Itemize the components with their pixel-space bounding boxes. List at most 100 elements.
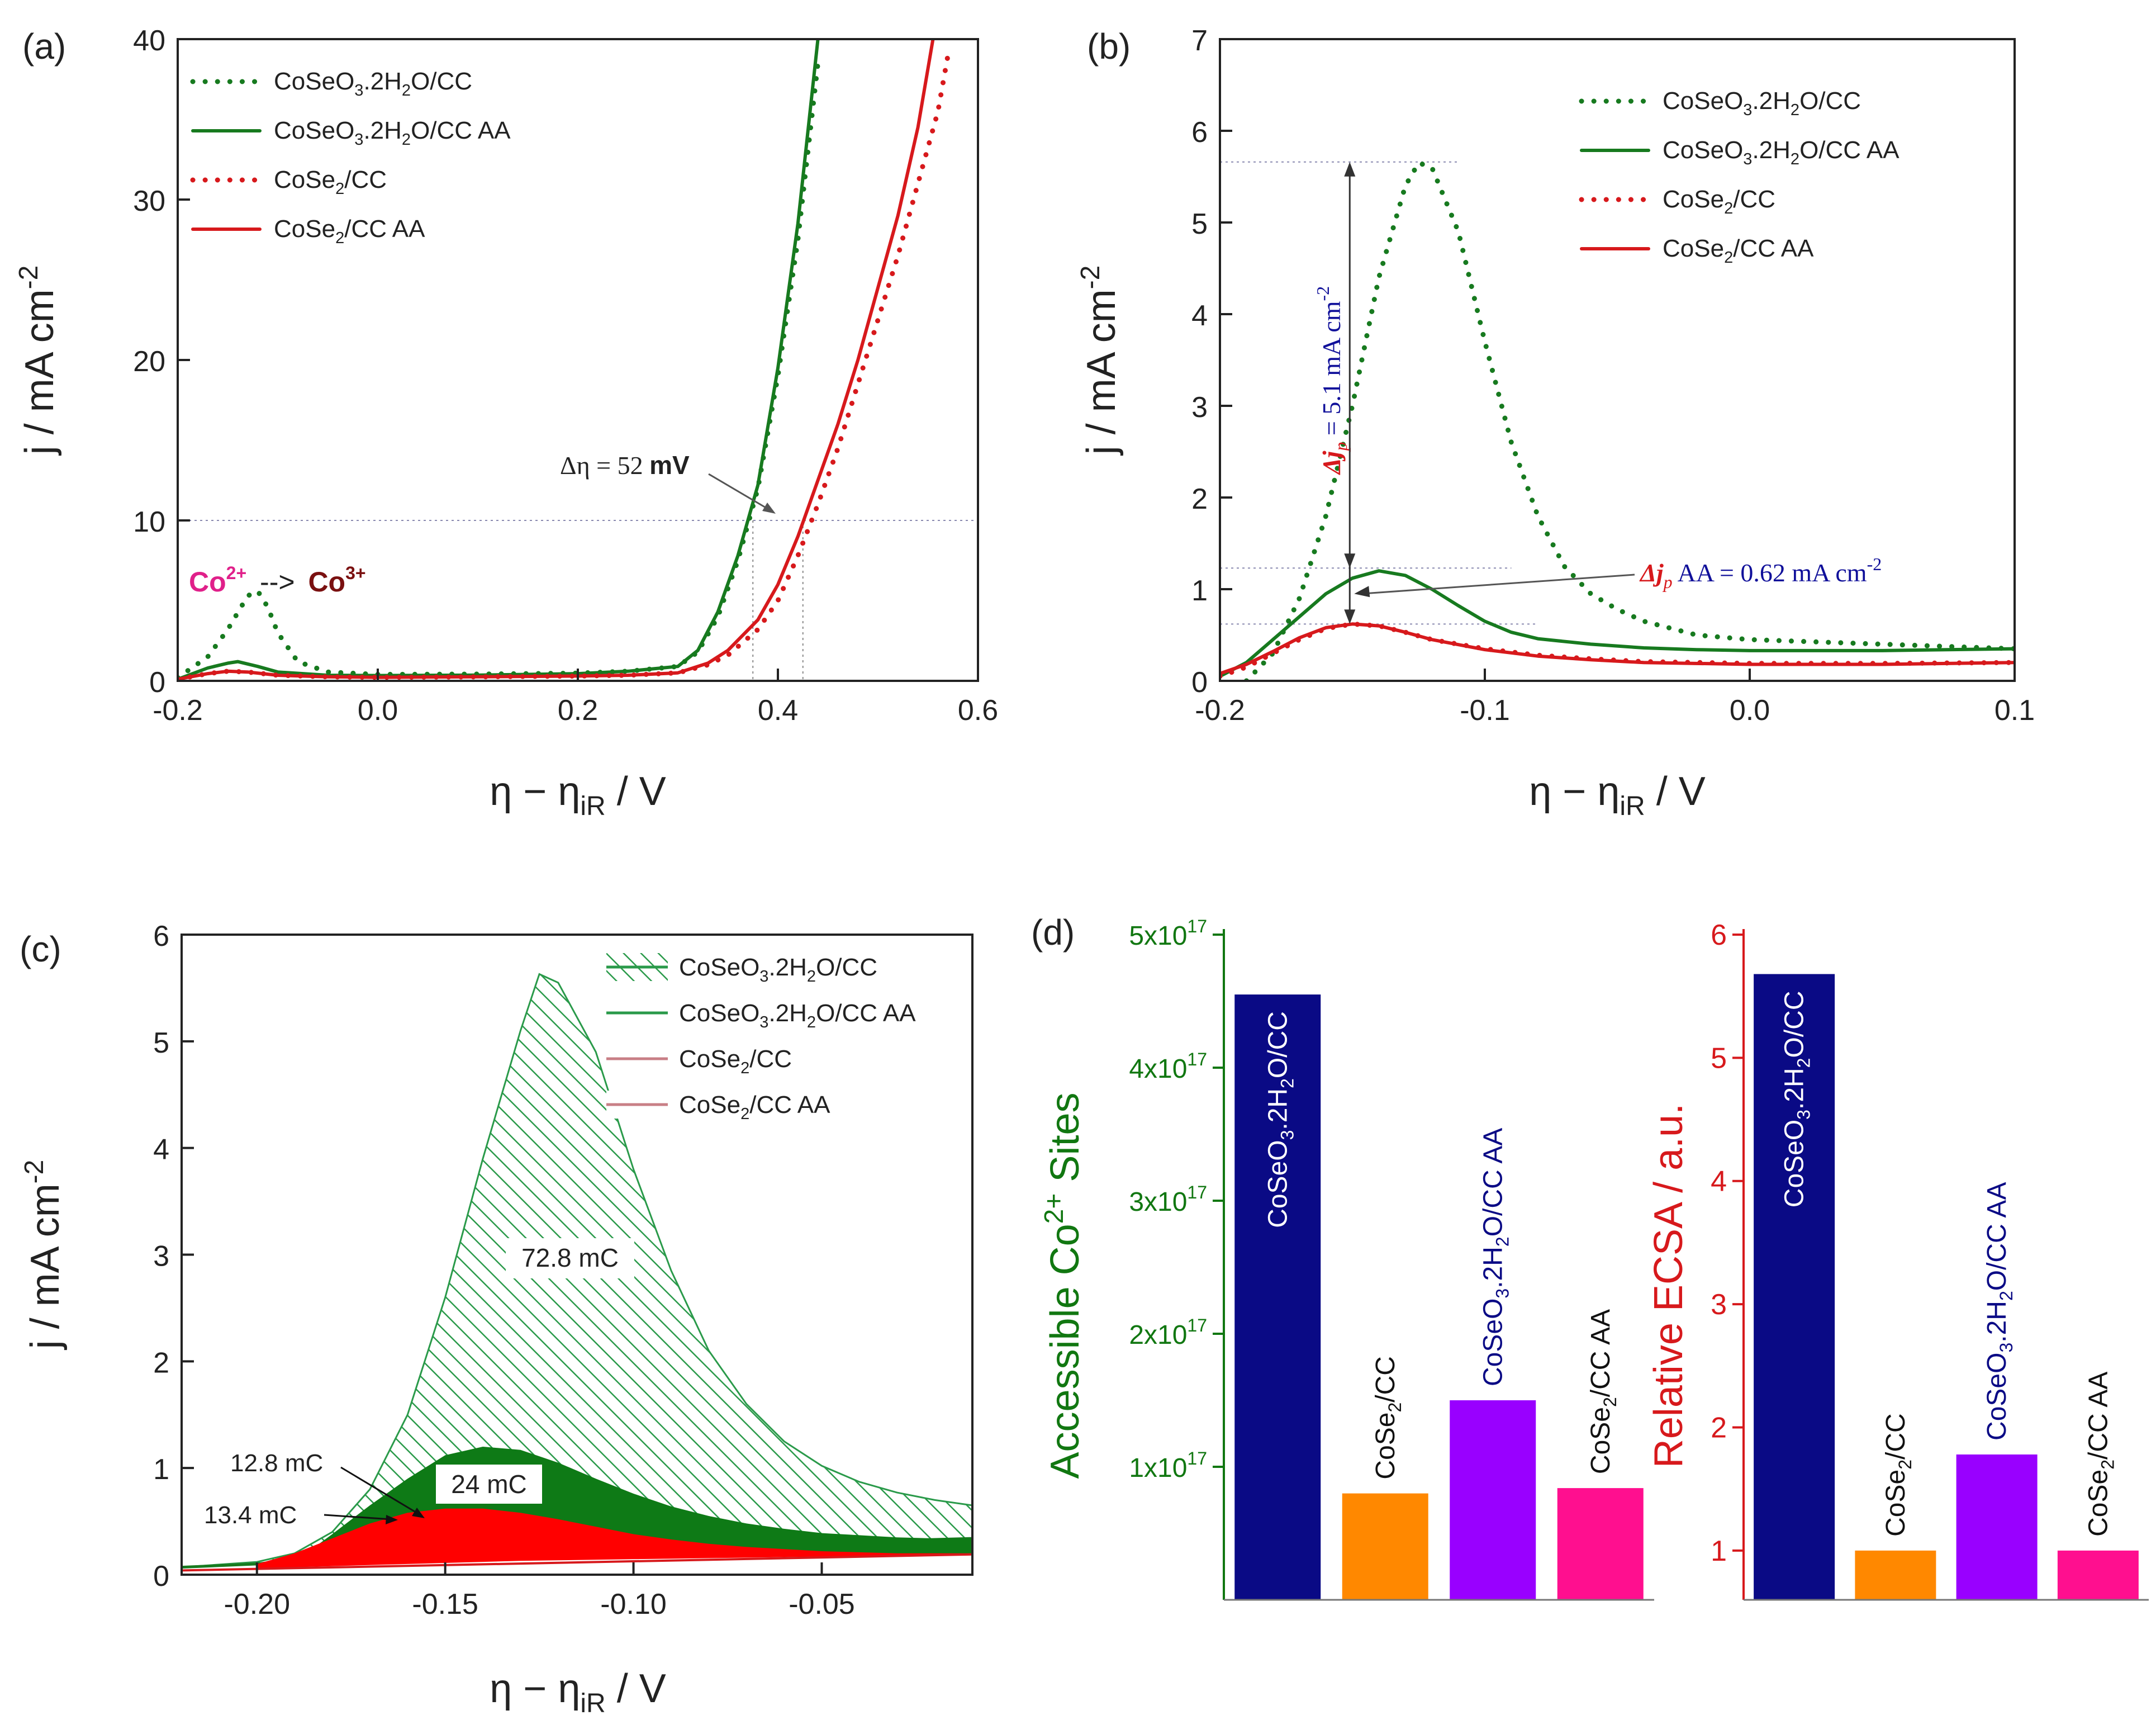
panel-d-right-bar-label-part: CoSeO bbox=[1982, 1353, 2012, 1441]
panel-b-legend-label-part: .2H bbox=[1752, 136, 1790, 164]
panel-d-left-bar bbox=[1557, 1488, 1644, 1600]
panel-d-left-bar-label: CoSe2/CC AA bbox=[1586, 1309, 1620, 1474]
charge-arrowhead-1 bbox=[412, 1508, 425, 1518]
panel-d-right-ytick-label: 3 bbox=[1711, 1288, 1727, 1321]
panel-c-legend-label: CoSeO3.2H2O/CC bbox=[679, 954, 877, 986]
panel-d-left-bar-label-part: .2H bbox=[1263, 1088, 1293, 1130]
panel-d-left-ytick-exp: 17 bbox=[1187, 1448, 1207, 1468]
panel-c-legend-label-part: CoSe bbox=[679, 1091, 740, 1119]
panel-b-ytick-label: 7 bbox=[1191, 25, 1208, 57]
panel-d-left-bar-label: CoSeO3.2H2O/CC AA bbox=[1478, 1128, 1512, 1386]
panel-a-guides bbox=[178, 520, 978, 681]
panel-d-right-bar-label-part: CoSeO bbox=[1780, 1120, 1810, 1207]
panel-c-ytick-label: 4 bbox=[153, 1134, 169, 1166]
panel-c-ytick-label: 1 bbox=[153, 1453, 169, 1486]
panel-b-series-line bbox=[1220, 569, 2015, 678]
charge-label-small2: 13.4 mC bbox=[204, 1501, 297, 1529]
delta-jp-aa-arrow bbox=[1361, 574, 1635, 595]
panel-a-legend-label-part: CoSe bbox=[274, 215, 335, 243]
panel-b-legend-label-part: O/CC AA bbox=[1799, 136, 1899, 164]
panel-a-legend-label: CoSeO3.2H2O/CC AA bbox=[274, 117, 511, 149]
panel-d-right-bar bbox=[2057, 1550, 2139, 1600]
panel-d-left-bar-label-part: 2 bbox=[1385, 1403, 1405, 1413]
panel-d-left-bar-label-part: CoSe bbox=[1586, 1407, 1616, 1474]
charge-label-big-box bbox=[506, 1238, 634, 1278]
panel-d-left-ytick-label: 1x1017 bbox=[1129, 1448, 1207, 1483]
panel-a-ytick-label: 40 bbox=[133, 25, 165, 57]
panel-d-right-ytick-label: 5 bbox=[1711, 1042, 1727, 1074]
panel-c-legend-label-part: /CC bbox=[749, 1045, 792, 1073]
panel-a-xtick-label: 0.6 bbox=[958, 694, 998, 727]
panel-c-area bbox=[257, 1508, 972, 1569]
panel-d-left-bar-label-part: O/CC bbox=[1263, 1011, 1293, 1078]
delta-jp-aa-arrowhead bbox=[1354, 586, 1370, 598]
panel-a-legend-label-part: /CC bbox=[344, 166, 387, 193]
panel-d-right-bar-label-part: 2 bbox=[1794, 1058, 1814, 1068]
panel-c-legend-label-part: 2 bbox=[740, 1059, 749, 1077]
co-transition-annotation: Co2+ --> Co3+ bbox=[189, 554, 366, 598]
panel-d-label: (d) bbox=[1031, 912, 1075, 953]
panel-d-left-bar-label: CoSeO3.2H2O/CC bbox=[1263, 1011, 1297, 1228]
panel-b-frame bbox=[1219, 38, 2016, 682]
panel-d-left-bar-label-part: 2 bbox=[1492, 1236, 1512, 1247]
panel-d-left-bar-label-part: 3 bbox=[1277, 1130, 1297, 1140]
panel-b-legend-label-part: CoSeO bbox=[1663, 136, 1743, 164]
panel-c-xtick-label: -0.05 bbox=[789, 1588, 855, 1621]
panel-b-legend-label-part: 2 bbox=[1724, 200, 1733, 217]
panel-c-xtick-label: -0.15 bbox=[412, 1588, 478, 1621]
panel-a-legend-label: CoSe2/CC AA bbox=[274, 215, 425, 247]
panel-c-legend-label-part: O/CC AA bbox=[816, 999, 916, 1027]
panel-d-left-bar-label-part: 3 bbox=[1492, 1288, 1512, 1299]
panel-d-right-bar-label-part: 2 bbox=[2097, 1460, 2117, 1470]
panel-b-xtick-label: 0.0 bbox=[1730, 694, 1770, 727]
panel-d-left-ylabel: Accessible Co2+ Sites bbox=[1039, 1093, 1088, 1479]
panel-b-legend-label-part: CoSe bbox=[1663, 186, 1724, 213]
panel-b-ytick-label: 4 bbox=[1191, 300, 1208, 332]
panel-d-left-bar-label-part: CoSeO bbox=[1478, 1299, 1508, 1386]
panel-a-ytick-label: 10 bbox=[133, 506, 165, 538]
panel-a-ytick-label: 30 bbox=[133, 185, 165, 217]
charge-arrow-2 bbox=[324, 1514, 392, 1520]
panel-a-legend-label-part: 2 bbox=[335, 180, 344, 198]
panel-c-legend-label-part: 2 bbox=[807, 1013, 816, 1031]
panel-c-label: (c) bbox=[20, 929, 61, 969]
panel-c-legend-label: CoSeO3.2H2O/CC AA bbox=[679, 999, 916, 1031]
panel-b-legend-label-part: 3 bbox=[1743, 150, 1752, 168]
panel-b-xlabel: η − ηiR / V bbox=[1529, 769, 1706, 821]
panel-a-legend-label-part: 2 bbox=[335, 229, 344, 247]
delta-eta-arrow bbox=[708, 473, 773, 513]
panel-d-left-bar-label-part: 2 bbox=[1600, 1397, 1620, 1407]
panel-b-arrows bbox=[1344, 162, 1635, 624]
panel-a-legend-label-part: 3 bbox=[354, 131, 363, 149]
panel-c-xtick-label: -0.10 bbox=[600, 1588, 667, 1621]
panel-a-legend-label: CoSeO3.2H2O/CC bbox=[274, 68, 472, 100]
panel-c-ytick-label: 6 bbox=[153, 920, 169, 953]
panel-d-right-ytick-label: 2 bbox=[1711, 1411, 1727, 1444]
panel-b-xtick-label: -0.2 bbox=[1195, 694, 1245, 727]
panel-a-label: (a) bbox=[22, 26, 66, 67]
panel-c-legend-label-part: .2H bbox=[768, 954, 806, 981]
panel-b-legend-label-part: 2 bbox=[1791, 150, 1799, 168]
panel-b-legend-label-part: /CC AA bbox=[1733, 235, 1814, 262]
panel-c-legend-label-part: 2 bbox=[740, 1105, 749, 1123]
panel-d-right-bar-label-part: .2H bbox=[1780, 1068, 1810, 1110]
panel-d-right-ytick-label: 6 bbox=[1711, 919, 1727, 951]
charge-label-mid-box bbox=[436, 1465, 542, 1504]
panel-b-legend-label-part: 3 bbox=[1743, 101, 1752, 119]
delta-eta-annotation: Δη = 52 mV bbox=[560, 451, 690, 480]
panel-d-right-bar-label: CoSeO3.2H2O/CC bbox=[1780, 991, 1814, 1208]
panel-d-right-bar-label: CoSe2/CC bbox=[1881, 1413, 1915, 1537]
panel-d-left-ytick-exp: 17 bbox=[1187, 1182, 1207, 1202]
panel-c-legend-label-part: CoSe bbox=[679, 1045, 740, 1073]
panel-c-legend-label-part: 3 bbox=[759, 968, 768, 986]
panel-d-right-bar-label-part: 2 bbox=[1996, 1291, 2016, 1301]
panel-b-ytick-label: 1 bbox=[1191, 575, 1208, 607]
panel-d-right-bar-label-part: /CC AA bbox=[2083, 1372, 2113, 1460]
panel-d-left-bar-label-part: CoSe bbox=[1371, 1413, 1400, 1480]
panel-a-legend-label-part: 2 bbox=[402, 131, 411, 149]
charge-label-big: 72.8 mC bbox=[521, 1243, 619, 1272]
panel-a-legend-label-part: CoSeO bbox=[274, 68, 354, 95]
